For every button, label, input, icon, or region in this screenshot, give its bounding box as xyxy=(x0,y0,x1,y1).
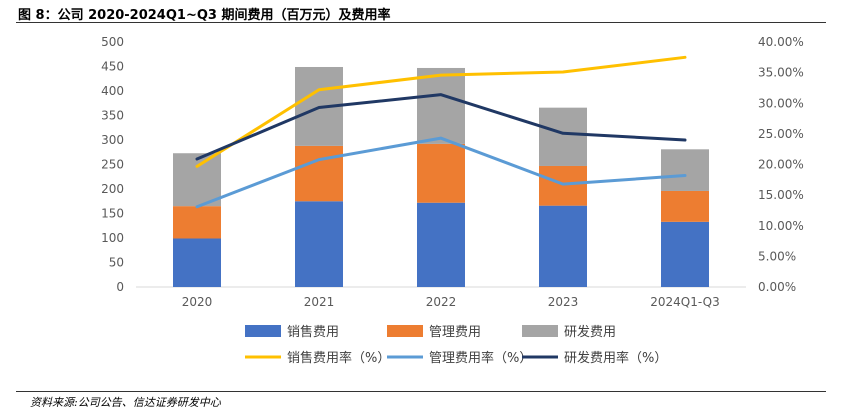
y-right-tick-label: 40.00% xyxy=(758,35,804,49)
legend-label: 销售费用率（%） xyxy=(287,350,390,366)
legend-label: 销售费用 xyxy=(287,324,339,340)
x-tick-label: 2024Q1-Q3 xyxy=(650,295,719,309)
line-layer xyxy=(195,55,687,209)
y-right-tick-label: 10.00% xyxy=(758,219,804,233)
bar-rnd-0 xyxy=(173,153,221,207)
y-right-tick-label: 0.00% xyxy=(758,280,796,294)
y-left-tick-label: 100 xyxy=(101,231,124,245)
bar-sales-0 xyxy=(173,238,221,287)
y-left-tick-label: 300 xyxy=(101,133,124,147)
legend-label: 研发费用 xyxy=(564,324,616,340)
x-tick-label: 2021 xyxy=(304,295,335,309)
y-right-tick-label: 35.00% xyxy=(758,66,804,80)
legend-swatch-bar xyxy=(245,325,281,337)
bar-admin-0 xyxy=(173,206,221,239)
y-right-tick-label: 20.00% xyxy=(758,158,804,172)
y-right-tick-label: 5.00% xyxy=(758,249,796,263)
x-tick-label: 2022 xyxy=(426,295,457,309)
legend-swatch-bar xyxy=(387,325,423,337)
bar-sales-3 xyxy=(539,205,587,287)
y-left-tick-label: 0 xyxy=(116,280,124,294)
legend-label: 研发费用率（%） xyxy=(564,350,667,366)
x-tick-label: 2020 xyxy=(182,295,213,309)
bar-admin-2 xyxy=(417,143,465,203)
bar-sales-1 xyxy=(295,201,343,287)
line-rnd-rate xyxy=(195,93,687,161)
bar-admin-4 xyxy=(661,190,709,222)
bar-sales-4 xyxy=(661,221,709,287)
chart-title: 图 8：公司 2020-2024Q1~Q3 期间费用（百万元）及费用率 xyxy=(18,8,391,23)
y-left-tick-label: 50 xyxy=(109,256,124,270)
y-left-tick-label: 200 xyxy=(101,182,124,196)
bar-layer xyxy=(173,66,709,287)
y-left-tick-label: 450 xyxy=(101,60,124,74)
bar-admin-1 xyxy=(295,145,343,202)
y-right-tick-label: 15.00% xyxy=(758,188,804,202)
source-note: 资料来源:公司公告、信达证券研发中心 xyxy=(30,396,221,409)
top-rule xyxy=(16,22,826,23)
y-right-tick-label: 30.00% xyxy=(758,96,804,110)
y-right-tick-label: 25.00% xyxy=(758,127,804,141)
y-left-tick-label: 400 xyxy=(101,84,124,98)
tick-layer: 0 50 100 150 200 250 300 350 400 450 500 0.00% 5.00%… xyxy=(101,35,804,309)
x-tick-label: 2023 xyxy=(548,295,579,309)
bar-rnd-3 xyxy=(539,107,587,166)
y-left-tick-label: 150 xyxy=(101,207,124,221)
chart: 0 50 100 150 200 250 300 350 400 450 500 0.00% 5.00%… xyxy=(101,35,804,366)
bar-sales-2 xyxy=(417,202,465,287)
line-admin-rate xyxy=(195,136,687,209)
y-left-tick-label: 250 xyxy=(101,158,124,172)
y-left-tick-label: 350 xyxy=(101,109,124,123)
legend-swatch-bar xyxy=(522,325,558,337)
legend-label: 管理费用率（%） xyxy=(429,350,532,366)
bottom-rule xyxy=(16,391,826,392)
line-sales-rate xyxy=(195,55,687,168)
legend-label: 管理费用 xyxy=(429,325,481,340)
bar-rnd-2 xyxy=(417,67,465,144)
y-left-tick-label: 500 xyxy=(101,35,124,49)
bar-admin-3 xyxy=(539,165,587,206)
bar-rnd-4 xyxy=(661,149,709,191)
